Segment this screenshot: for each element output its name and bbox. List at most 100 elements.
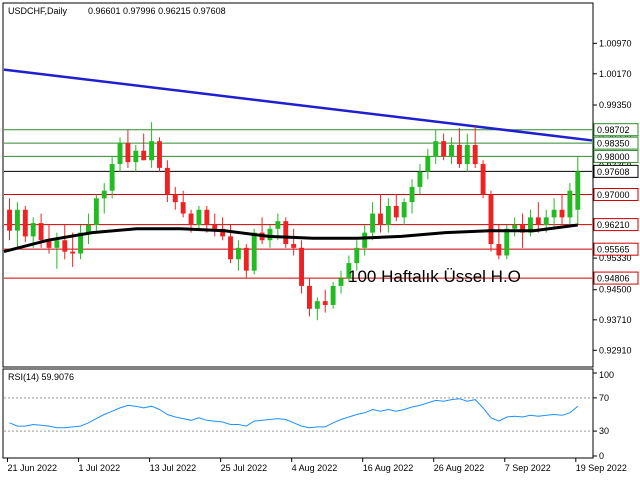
candle-body [433, 141, 439, 157]
trendline-group [3, 68, 593, 142]
candle-body [275, 221, 281, 229]
candle-body [62, 240, 68, 252]
price-tag-box [593, 164, 639, 178]
candle-body [480, 164, 486, 195]
candle-body [409, 186, 415, 203]
candle-body [338, 278, 344, 286]
time-tick-label: 26 Aug 2022 [434, 463, 485, 473]
price-tag-label: 0.94806 [597, 274, 630, 284]
candle-body [70, 251, 76, 254]
candle-body [54, 240, 60, 248]
rsi-group: 100 70 30 0 [4, 370, 614, 461]
candle-body [243, 247, 249, 271]
candle-body [425, 156, 431, 172]
candle-body [472, 145, 478, 165]
candle-body [449, 145, 454, 157]
candle-body [220, 228, 226, 237]
price-tag-label: 0.96210 [597, 220, 630, 230]
time-tick-label: 19 Sep 2022 [576, 463, 627, 473]
price-tag-label: 0.98702 [597, 125, 630, 135]
candle-body [283, 221, 289, 245]
price-tag-box [593, 218, 639, 232]
candle-body [488, 194, 494, 245]
candle-body [228, 236, 233, 260]
candle-body [314, 301, 320, 309]
candle-body [551, 209, 557, 218]
rsi-tick-label: 30 [599, 426, 609, 436]
candle-body [196, 209, 202, 225]
price-tag-label: 0.97000 [597, 190, 630, 200]
price-tick-label: 0.95330 [599, 253, 632, 263]
candle-body [125, 143, 131, 163]
candle-body [291, 244, 297, 248]
time-tick-label: 13 Jul 2022 [150, 463, 197, 473]
candle-body [543, 217, 549, 225]
time-tick-label: 21 Jun 2022 [8, 463, 58, 473]
time-tick-label: 16 Aug 2022 [363, 463, 414, 473]
price-tag-label: 0.98000 [597, 152, 630, 162]
candle-body [149, 141, 155, 161]
price-tick-label: 0.99350 [599, 100, 632, 110]
rsi-tick-label: 0 [599, 451, 604, 461]
moving-average-line [3, 223, 578, 254]
rsi-panel-frame [2, 368, 594, 459]
candle-body [117, 143, 123, 165]
candle-body [86, 224, 91, 233]
candles-group [7, 122, 581, 321]
candle-body [78, 232, 84, 254]
candle-body [212, 224, 218, 229]
candle-body [567, 190, 573, 218]
rsi-tick-label: 70 [599, 393, 609, 403]
candle-body [330, 285, 336, 305]
candle-body [527, 217, 533, 233]
candle-body [370, 213, 376, 233]
chart-title: USDCHF,Daily [8, 6, 68, 16]
candle-body [14, 209, 20, 231]
price-tag-label: 0.97608 [597, 167, 630, 177]
candle-body [180, 202, 186, 214]
candle-body [46, 240, 52, 248]
candle-body [93, 198, 99, 225]
candle-body [496, 244, 502, 256]
rsi-tick-label: 100 [599, 370, 614, 380]
candle-body [520, 224, 525, 233]
price-tag-label: 0.98350 [597, 139, 630, 149]
candle-body [267, 228, 273, 241]
candle-body [559, 209, 565, 218]
candle-body [188, 213, 194, 225]
time-tick-label: 1 Jul 2022 [79, 463, 121, 473]
moving-average-label: 100 Haftalık Üssel H.O [348, 267, 521, 286]
candle-body [204, 209, 210, 225]
candle-body [235, 247, 241, 260]
candle-body [354, 247, 360, 264]
candle-body [456, 145, 462, 165]
candle-body [575, 171, 581, 210]
candle-body [22, 209, 28, 237]
time-tick-label: 25 Jul 2022 [221, 463, 268, 473]
time-tick-label: 7 Sep 2022 [505, 463, 551, 473]
candle-body [346, 263, 352, 279]
price-panel-frame [2, 2, 594, 368]
horizontal-levels [4, 129, 592, 279]
candle-body [306, 285, 312, 309]
candle-body [164, 167, 170, 195]
rsi-title: RSI(14) 59.9076 [8, 372, 74, 382]
price-tags: 0.98702 0.98350 0.98000 0.97608 0.97000 0.962… [593, 123, 639, 285]
price-tick-label: 0.93710 [599, 315, 632, 325]
candle-body [378, 213, 383, 225]
candle-body [251, 232, 257, 271]
price-tick-label: 1.00170 [599, 69, 632, 79]
candle-body [512, 224, 518, 229]
time-axis: 21 Jun 2022 1 Jul 2022 13 Jul 2022 25 Jul 2… [7, 458, 627, 473]
price-tick-label: 1.00970 [599, 38, 632, 48]
candle-body [133, 150, 139, 163]
candle-body [441, 141, 447, 157]
candle-body [157, 141, 162, 168]
price-tag-box [593, 136, 639, 150]
candle-body [141, 150, 147, 161]
price-tick-label: 0.94500 [599, 285, 632, 295]
candle-body [7, 209, 12, 231]
rsi-line [9, 398, 579, 429]
candle-body [464, 145, 470, 165]
